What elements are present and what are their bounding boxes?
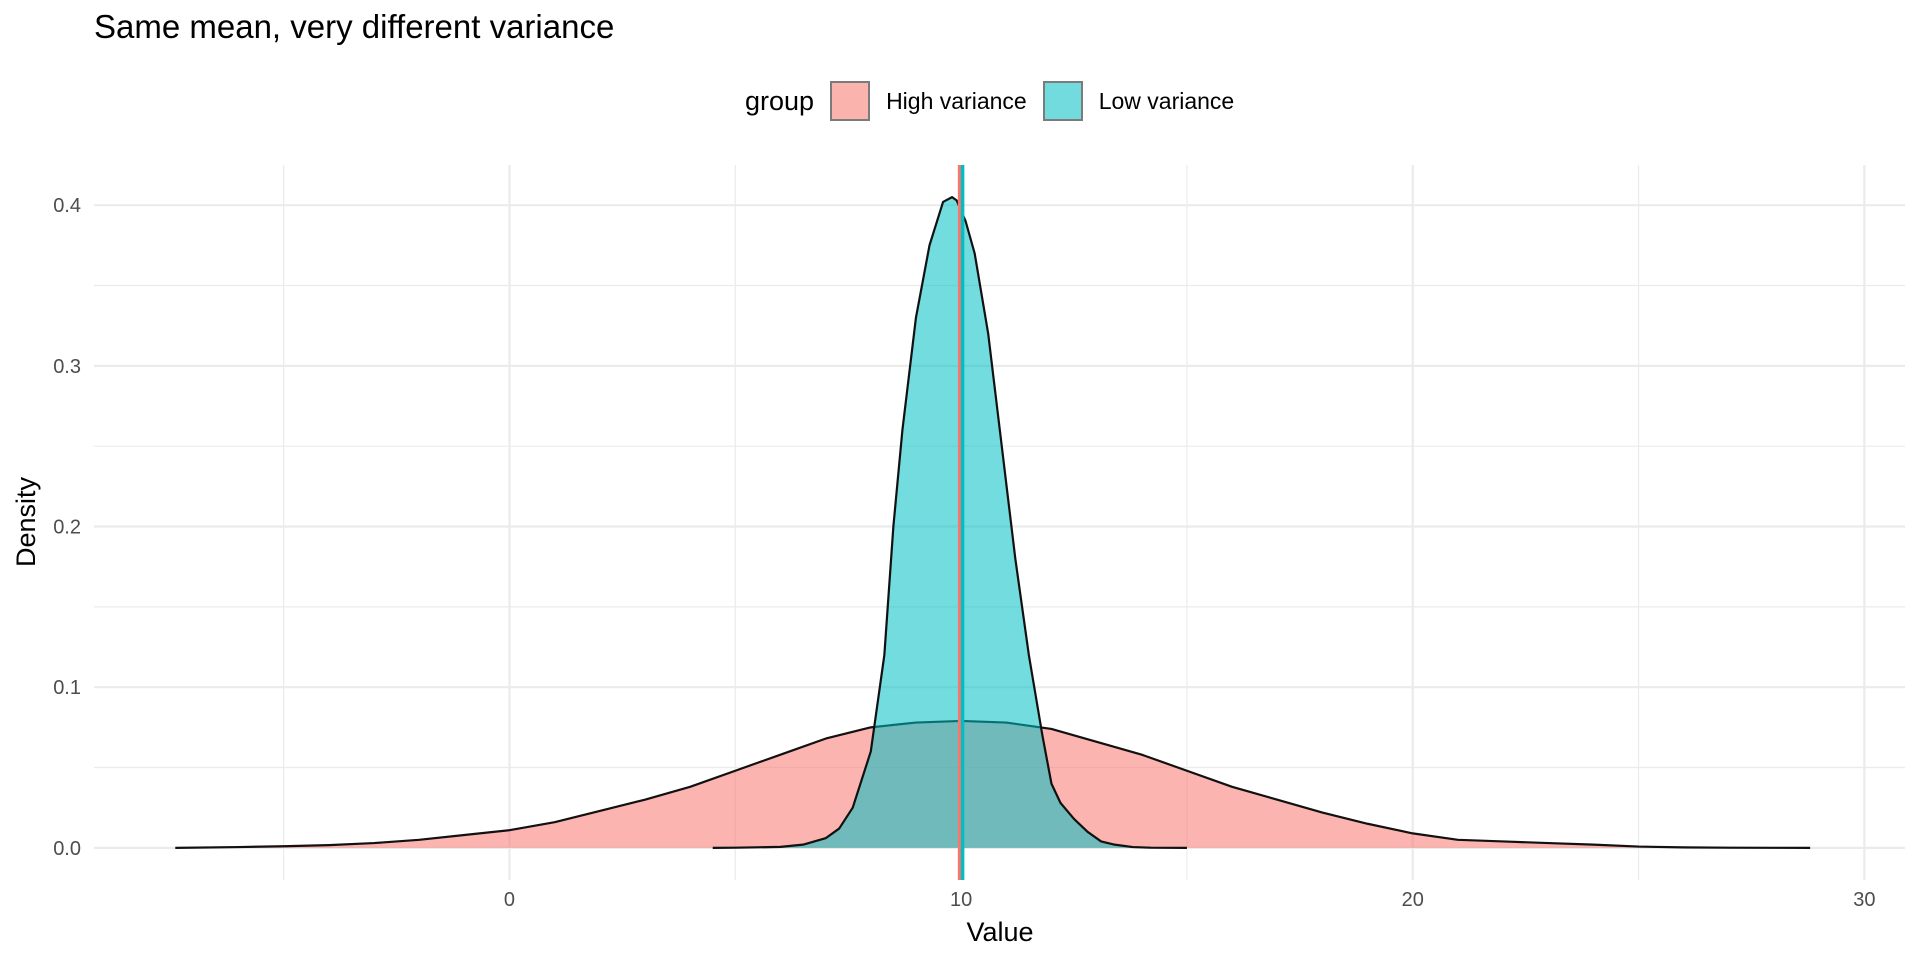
legend: group High variance Low variance: [745, 78, 1234, 124]
density-areas: [175, 196, 1811, 849]
y-tick-label: 0.0: [53, 838, 81, 860]
y-tick-label: 0.4: [53, 195, 81, 217]
mean-lines: [957, 165, 965, 880]
density-area-low-variance: [712, 197, 1187, 848]
x-axis-label: Value: [966, 917, 1033, 947]
y-tick-label: 0.3: [53, 356, 81, 378]
x-tick-label: 20: [1402, 889, 1424, 911]
chart-title: Same mean, very different variance: [94, 8, 615, 45]
legend-title: group: [745, 85, 815, 116]
axis-ticks: 0 10 20 30 0.0 0.1 0.2 0.3 0.4: [53, 195, 1875, 911]
x-tick-label: 0: [504, 889, 515, 911]
legend-label-low-variance: Low variance: [1098, 87, 1235, 114]
legend-key-low-variance: [1042, 81, 1083, 121]
y-tick-label: 0.1: [53, 677, 81, 699]
y-axis-label: Density: [11, 476, 41, 567]
legend-key-high-variance: [830, 81, 871, 121]
legend-label-high-variance: High variance: [886, 87, 1027, 114]
x-tick-label: 30: [1853, 889, 1875, 911]
x-tick-label: 10: [950, 889, 972, 911]
y-tick-label: 0.2: [53, 517, 81, 539]
